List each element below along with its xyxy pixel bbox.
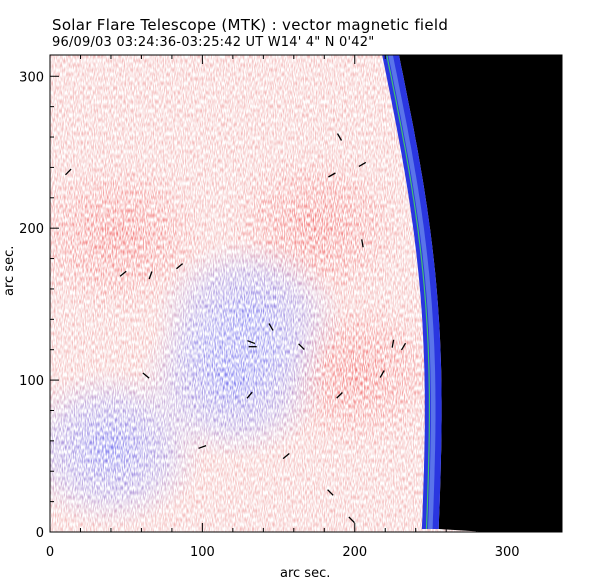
negative-polarity-region: [137, 300, 328, 461]
field-vector: [348, 516, 355, 524]
x-tick-label: 0: [46, 545, 54, 560]
x-tick-label: 300: [495, 545, 520, 560]
field-vector: [298, 343, 305, 350]
field-vector: [336, 392, 343, 399]
x-axis-label: arc sec.: [280, 566, 331, 581]
x-tick-label: 100: [190, 545, 215, 560]
tick-labels: 0 100 200 300 0 100 200 300: [19, 70, 519, 560]
field-vector: [176, 263, 184, 270]
field-vector: [247, 340, 256, 345]
field-vector: [361, 239, 364, 248]
axes: [49, 55, 562, 533]
field-vector: [391, 339, 395, 348]
limb-contour: [386, 55, 430, 530]
field-vector: [358, 161, 367, 167]
field-vector: [327, 489, 334, 496]
field-vector: [65, 168, 72, 176]
field-vector: [142, 372, 150, 379]
field-vector: [400, 342, 407, 351]
transverse-vectors: [65, 133, 407, 524]
field-vector: [119, 270, 127, 277]
y-tick-label: 200: [19, 222, 44, 237]
y-axis-label: arc sec.: [2, 245, 17, 296]
y-tick-label: 300: [19, 70, 44, 85]
limb-band-inner: [388, 55, 436, 529]
limb-band: [382, 55, 442, 529]
off-disk-region: [399, 55, 562, 532]
field-vector: [336, 133, 343, 141]
plot-area: [50, 55, 562, 532]
chart-title: Solar Flare Telescope (MTK) : vector mag…: [52, 16, 449, 34]
field-vector: [198, 444, 207, 449]
field-vector: [148, 271, 153, 280]
x-tick-label: 200: [342, 545, 367, 560]
plot-frame: [49, 54, 563, 533]
polarity-regions: [50, 148, 450, 529]
y-tick-label: 0: [36, 526, 44, 541]
field-vector: [282, 452, 290, 460]
y-tick-label: 100: [19, 374, 44, 389]
field-vector: [268, 323, 274, 331]
chart-subtitle: 96/09/03 03:24:36-03:25:42 UT W14' 4" N …: [52, 35, 375, 50]
field-vector: [328, 172, 336, 178]
field-vector: [246, 391, 253, 399]
field-vector: [379, 370, 385, 378]
